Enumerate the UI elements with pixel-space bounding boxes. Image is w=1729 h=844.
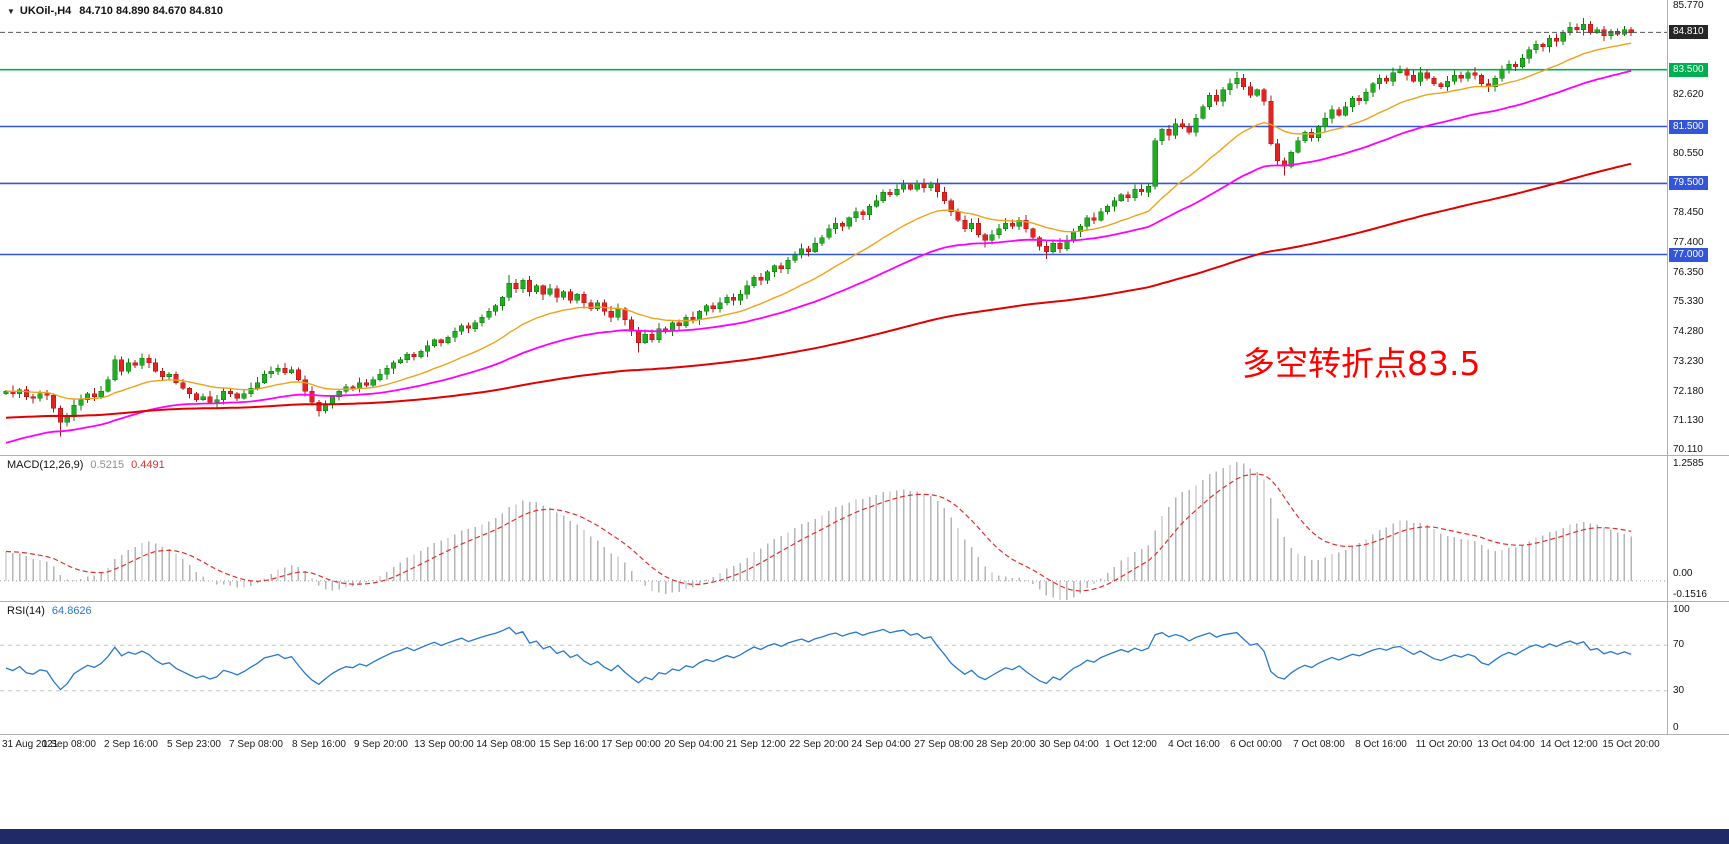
rsi-name: RSI(14) [7, 605, 45, 617]
price-tick-label: 73.230 [1673, 355, 1704, 367]
price-scale-divider [1667, 0, 1668, 734]
rsi-label: RSI(14) 64.8626 [7, 605, 92, 617]
ma-fast [5, 42, 1632, 400]
price-tick-label: 72.180 [1673, 385, 1704, 397]
rsi-axis-label: 100 [1673, 604, 1690, 615]
price-badge: 83.500 [1669, 62, 1708, 77]
macd-axis-label: -0.1516 [1673, 589, 1707, 600]
ma-slow [5, 162, 1632, 419]
macd-label: MACD(12,26,9) 0.5215 0.4491 [7, 459, 165, 471]
macd-axis-label: 0.00 [1673, 567, 1693, 579]
time-axis-label: 20 Sep 04:00 [664, 739, 724, 750]
time-axis-label: 8 Oct 16:00 [1355, 739, 1407, 750]
rsi-axis-label: 70 [1673, 639, 1685, 651]
main-macd-divider [0, 455, 1729, 456]
time-axis-label: 1 Oct 12:00 [1105, 739, 1157, 750]
time-axis-label: 13 Oct 04:00 [1477, 739, 1535, 750]
time-axis-label: 31 Aug 2021 [2, 739, 59, 750]
price-tick-label: 85.770 [1673, 0, 1704, 11]
chart-title: ▼ UKOil-,H4 84.710 84.890 84.670 84.810 [7, 5, 223, 17]
price-badge: 84.810 [1669, 25, 1708, 40]
time-axis-label: 27 Sep 08:00 [914, 739, 974, 750]
time-axis-label: 14 Sep 08:00 [476, 739, 536, 750]
time-axis-label: 8 Sep 16:00 [292, 739, 346, 750]
macd-rsi-divider [0, 601, 1729, 602]
price-badge: 79.500 [1669, 176, 1708, 191]
time-axis-label: 14 Oct 12:00 [1540, 739, 1598, 750]
time-axis-label: 21 Sep 12:00 [726, 739, 786, 750]
rsi-value: 64.8626 [51, 605, 92, 617]
time-axis-label: 2 Sep 16:00 [104, 739, 158, 750]
time-axis-label: 7 Sep 08:00 [229, 739, 283, 750]
time-axis-label: 9 Sep 20:00 [354, 739, 408, 750]
macd-signal-value: 0.4491 [131, 459, 165, 471]
time-axis-label: 24 Sep 04:00 [851, 739, 911, 750]
time-axis-label: 22 Sep 20:00 [789, 739, 849, 750]
price-tick-label: 70.110 [1673, 444, 1703, 456]
price-badge: 81.500 [1669, 119, 1708, 134]
price-tick-label: 77.400 [1673, 237, 1704, 249]
price-tick-label: 71.130 [1673, 415, 1704, 427]
time-axis-label: 6 Oct 00:00 [1230, 739, 1282, 750]
time-axis[interactable]: 31 Aug 2021 1 Sep 08:00 2 Sep 16:00 5 Sep 2… [0, 735, 1729, 757]
symbol-dropdown-icon[interactable]: ▼ [7, 7, 15, 16]
price-tick-label: 78.450 [1673, 207, 1704, 219]
macd-main-value: 0.5215 [90, 459, 125, 471]
time-axis-label: 17 Sep 00:00 [601, 739, 661, 750]
time-axis-label: 4 Oct 16:00 [1168, 739, 1220, 750]
time-axis-label: 11 Oct 20:00 [1415, 739, 1473, 750]
price-badge: 77.000 [1669, 247, 1708, 262]
time-axis-label: 15 Oct 20:00 [1602, 739, 1660, 750]
price-tick-label: 76.350 [1673, 267, 1704, 278]
time-axis-label: 30 Sep 04:00 [1039, 739, 1099, 750]
time-axis-label: 13 Sep 00:00 [414, 739, 474, 750]
time-axis-label: 7 Oct 08:00 [1293, 739, 1345, 750]
bottom-window-bar [0, 829, 1729, 844]
price-tick-label: 82.620 [1673, 88, 1704, 100]
time-axis-label: 5 Sep 23:00 [167, 739, 221, 750]
rsi-axis-label: 0 [1673, 722, 1679, 733]
price-tick-label: 75.330 [1673, 296, 1704, 307]
price-tick-label: 80.550 [1673, 147, 1704, 159]
ma-mid [5, 70, 1632, 444]
time-axis-label: 1 Sep 08:00 [42, 739, 96, 750]
macd-axis-label: 1.2585 [1673, 458, 1704, 469]
price-tick-label: 74.280 [1673, 325, 1704, 337]
rsi-axis-label: 30 [1673, 684, 1685, 696]
chart-annotation: 多空转折点83.5 [1242, 344, 1481, 383]
ohlc-values: 84.710 84.890 84.670 84.810 [79, 5, 224, 17]
time-axis-label: 28 Sep 20:00 [976, 739, 1036, 750]
macd-name: MACD(12,26,9) [7, 459, 84, 471]
rsi-timeaxis-divider [0, 734, 1729, 735]
symbol-timeframe-label: UKOil-,H4 [19, 5, 72, 17]
time-axis-label: 15 Sep 16:00 [539, 739, 599, 750]
